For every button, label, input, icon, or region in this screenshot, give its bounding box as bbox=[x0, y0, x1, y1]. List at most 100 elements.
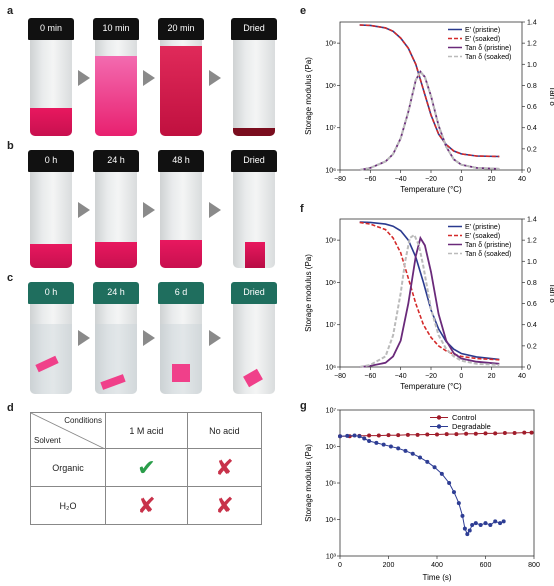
data-point bbox=[454, 432, 459, 437]
y2-tick-label: 0.6 bbox=[527, 104, 537, 111]
y2-tick-label: 0.8 bbox=[527, 280, 537, 287]
y-tick-label: 10⁸ bbox=[325, 83, 336, 90]
vial-c-3: Dried bbox=[231, 282, 277, 394]
data-point bbox=[529, 430, 534, 435]
vial-b-2: 48 h bbox=[158, 150, 204, 268]
chart-f: −80 −60 −40 −20 0 20 40 10⁶ 10⁷ 10⁸ 10⁹ 0 0.2 0.4 0.6 0… bbox=[304, 217, 554, 392]
arrow-icon bbox=[209, 202, 221, 218]
legend-label: Control bbox=[452, 413, 477, 422]
y2-tick-label: 0.6 bbox=[527, 301, 537, 308]
y-tick-label: 10⁹ bbox=[325, 238, 336, 245]
data-point bbox=[501, 519, 506, 524]
x-tick-label: 0 bbox=[459, 176, 463, 183]
x-axis-label: Time (s) bbox=[422, 573, 451, 582]
y-tick-label: 10⁷ bbox=[326, 408, 337, 415]
vial-a-0: 0 min bbox=[28, 18, 74, 136]
panel-label-c: c bbox=[7, 272, 14, 284]
data-point bbox=[352, 433, 357, 438]
vial-a-1: 10 min bbox=[93, 18, 139, 136]
legend-label: E′ (soaked) bbox=[465, 36, 500, 43]
vial-label: 6 d bbox=[174, 287, 188, 297]
cross-icon: ✘ bbox=[137, 492, 156, 518]
data-point bbox=[473, 521, 478, 526]
legend-marker bbox=[436, 415, 442, 420]
legend-label: E′ (pristine) bbox=[465, 27, 500, 34]
data-point bbox=[483, 431, 488, 436]
legend-label: Tan δ (soaked) bbox=[465, 54, 511, 61]
data-point bbox=[345, 433, 350, 438]
x-tick-label: 200 bbox=[383, 562, 395, 569]
x-tick-label: 20 bbox=[488, 373, 496, 380]
organic-noacid-cell: ✘ bbox=[186, 448, 263, 487]
col-header-acid: 1 M acid bbox=[105, 412, 188, 449]
data-point bbox=[418, 455, 423, 460]
cross-icon: ✘ bbox=[215, 492, 234, 518]
y-tick-label: 10⁷ bbox=[326, 125, 337, 132]
conditions-table: Conditions Solvent 1 M acid No acid Orga… bbox=[30, 412, 263, 525]
series-line bbox=[359, 221, 500, 361]
x-tick-label: −20 bbox=[425, 176, 437, 183]
arrow-icon bbox=[78, 330, 90, 346]
y-axis-label: Storage modulus (Pa) bbox=[304, 254, 313, 332]
data-point bbox=[435, 432, 439, 437]
vial-label: Dried bbox=[243, 155, 265, 165]
vial-label: 20 min bbox=[167, 23, 195, 33]
panel-label-b: b bbox=[7, 140, 14, 152]
y2-tick-label: 0 bbox=[527, 365, 531, 372]
arrow-icon bbox=[143, 202, 155, 218]
panel-label-e: e bbox=[300, 5, 307, 17]
vial-label: 0 h bbox=[44, 155, 58, 165]
data-point bbox=[381, 442, 386, 447]
x-tick-label: −80 bbox=[334, 176, 346, 183]
legend-label: Degradable bbox=[452, 422, 491, 431]
data-point bbox=[432, 465, 437, 470]
y2-tick-label: 1.2 bbox=[527, 41, 537, 48]
data-point bbox=[362, 436, 367, 441]
x-tick-label: 800 bbox=[528, 562, 540, 569]
x-tick-label: 40 bbox=[518, 373, 526, 380]
y2-tick-label: 1.0 bbox=[527, 62, 537, 69]
y-tick-label: 10⁹ bbox=[325, 41, 336, 48]
legend-label: E′ (pristine) bbox=[465, 224, 500, 231]
arrow-icon bbox=[143, 330, 155, 346]
data-point bbox=[464, 431, 469, 436]
x-tick-label: 600 bbox=[480, 562, 492, 569]
data-point bbox=[374, 440, 379, 445]
vial-label: 24 h bbox=[107, 155, 125, 165]
y2-tick-label: 0.4 bbox=[527, 125, 537, 132]
panel-label-a: a bbox=[7, 5, 14, 17]
x-tick-label: −80 bbox=[334, 373, 346, 380]
y2-tick-label: 1.4 bbox=[527, 217, 537, 224]
data-point bbox=[376, 433, 381, 438]
legend-marker bbox=[436, 424, 442, 429]
panel-label-f: f bbox=[300, 203, 304, 215]
y-tick-label: 10⁷ bbox=[326, 322, 337, 329]
series-line bbox=[359, 233, 500, 368]
data-point bbox=[415, 432, 420, 437]
header-solvent: Solvent bbox=[34, 436, 61, 445]
legend-label: Tan δ (soaked) bbox=[465, 251, 511, 258]
check-icon: ✔ bbox=[137, 454, 156, 480]
vial-b-0: 0 h bbox=[28, 150, 74, 268]
x-tick-label: 0 bbox=[459, 373, 463, 380]
y-tick-label: 10⁶ bbox=[325, 444, 336, 451]
data-point bbox=[396, 446, 401, 451]
vial-b-3: Dried bbox=[231, 150, 277, 268]
organic-acid-cell: ✔ bbox=[105, 448, 188, 487]
diagonal-divider bbox=[31, 413, 105, 449]
arrow-icon bbox=[209, 330, 221, 346]
vial-label: 48 h bbox=[172, 155, 190, 165]
data-point bbox=[405, 432, 410, 437]
y2-tick-label: 0.4 bbox=[527, 322, 537, 329]
data-point bbox=[493, 431, 498, 436]
water-acid-cell: ✘ bbox=[105, 486, 188, 525]
col-header-no-acid: No acid bbox=[186, 412, 263, 449]
water-noacid-cell: ✘ bbox=[186, 486, 263, 525]
data-point bbox=[456, 501, 461, 506]
data-point bbox=[465, 532, 470, 537]
y-axis-label: Storage modulus (Pa) bbox=[304, 57, 313, 135]
x-tick-label: 40 bbox=[518, 176, 526, 183]
vial-label: Dried bbox=[243, 287, 265, 297]
data-point bbox=[498, 521, 503, 526]
data-point bbox=[447, 481, 452, 485]
